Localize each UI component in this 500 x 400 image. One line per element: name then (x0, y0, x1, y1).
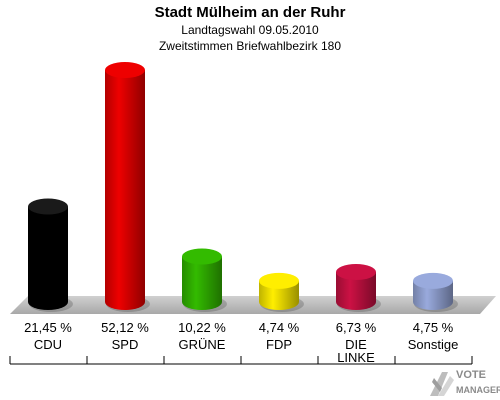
value-label: 52,12 % (101, 320, 149, 335)
bar-sonstige (413, 272, 458, 312)
category-label: DIE LINKE (337, 337, 375, 365)
category-label: FDP (266, 337, 292, 352)
value-label: 6,73 % (335, 320, 377, 335)
tick-group (9, 356, 473, 364)
bar-fdp (259, 272, 304, 312)
logo-name: VOTE (456, 369, 486, 381)
chart-subtitle: Landtagswahl 09.05.2010 (181, 23, 319, 37)
vote-manager-logo (430, 372, 454, 396)
bar-spd (105, 62, 150, 312)
chart-subtitle-2: Zweitstimmen Briefwahlbezirk 180 (158, 39, 342, 53)
bar-grüne (182, 248, 227, 312)
value-label: 4,75 % (412, 320, 454, 335)
category-label: CDU (33, 337, 63, 352)
bar-die-linke (336, 264, 381, 312)
category-label: Sonstige (407, 337, 459, 352)
bar-group (28, 62, 458, 312)
value-label: 21,45 % (24, 320, 72, 335)
logo-subtext: MANAGER (456, 385, 500, 395)
chart-title: Stadt Mülheim an der Ruhr (154, 4, 346, 21)
category-label: SPD (111, 337, 139, 352)
value-label: 10,22 % (178, 320, 226, 335)
value-label: 4,74 % (258, 320, 300, 335)
bar-cdu (28, 198, 73, 312)
category-label: GRÜNE (178, 337, 226, 352)
